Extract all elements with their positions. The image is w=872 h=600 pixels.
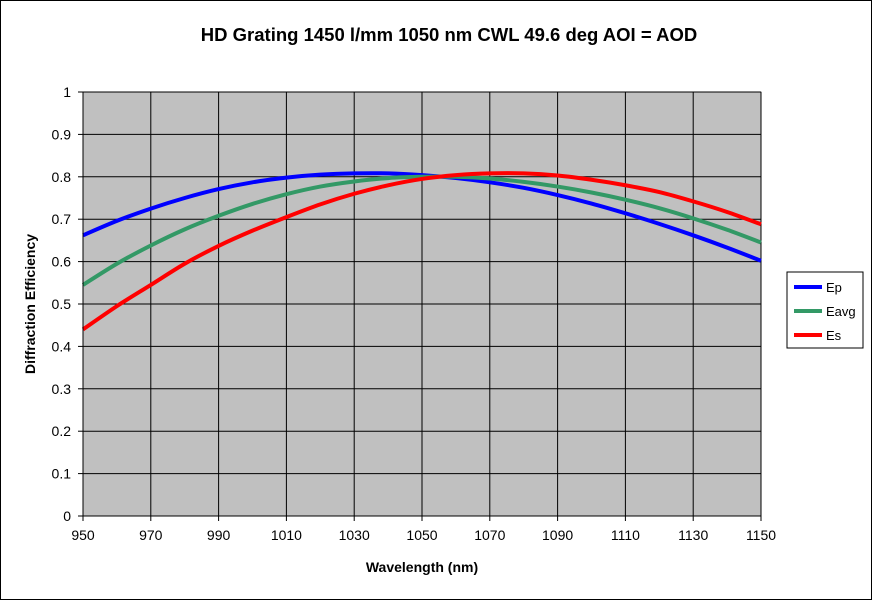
y-tick-label: 0.6 <box>52 254 72 270</box>
y-tick-label: 0.4 <box>52 338 72 354</box>
y-tick-label: 0.7 <box>52 211 72 227</box>
legend: Ep Eavg Es <box>786 271 864 349</box>
tick-labels: 0 0.1 0.2 0.3 0.4 0.5 0.6 0.7 0.8 0.9 1 950 970 990 10… <box>52 84 777 543</box>
x-tick-label: 1090 <box>542 527 573 543</box>
x-tick-label: 1070 <box>474 527 505 543</box>
y-tick-label: 0.2 <box>52 423 72 439</box>
y-tick-label: 0.8 <box>52 169 72 185</box>
y-tick-label: 1 <box>63 84 71 100</box>
x-tick-label: 1010 <box>271 527 302 543</box>
x-tick-label: 990 <box>207 527 231 543</box>
legend-label-ep: Ep <box>826 280 842 295</box>
x-tick-label: 1050 <box>406 527 437 543</box>
legend-label-eavg: Eavg <box>826 304 856 319</box>
x-tick-label: 970 <box>139 527 163 543</box>
x-tick-label: 1130 <box>678 527 708 543</box>
y-tick-label: 0 <box>63 508 71 524</box>
x-tick-label: 1110 <box>611 527 640 543</box>
x-tick-label: 1030 <box>339 527 370 543</box>
x-axis-label: Wavelength (nm) <box>366 559 478 575</box>
x-tick-label: 950 <box>71 527 95 543</box>
chart-title: HD Grating 1450 l/mm 1050 nm CWL 49.6 de… <box>201 24 697 45</box>
series-line-es <box>81 171 762 332</box>
series-line-eavg <box>81 174 762 287</box>
y-axis-label: Diffraction Efficiency <box>22 234 38 374</box>
axes-group <box>78 91 762 521</box>
y-tick-label: 0.3 <box>52 381 72 397</box>
series-group <box>81 171 762 332</box>
y-tick-label: 0.1 <box>52 466 72 482</box>
x-tick-label: 1150 <box>746 527 776 543</box>
legend-label-es: Es <box>826 328 842 343</box>
y-tick-label: 0.5 <box>52 296 72 312</box>
y-tick-label: 0.9 <box>52 126 72 142</box>
